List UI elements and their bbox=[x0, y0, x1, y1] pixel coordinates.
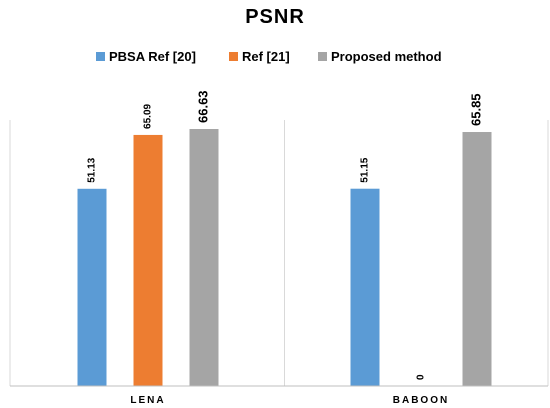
legend-swatch-2 bbox=[229, 52, 238, 61]
bar-lena-series-2 bbox=[133, 134, 163, 386]
data-label: 66.63 bbox=[195, 90, 210, 123]
plot-area: 51.13 51.15 65.09 0 66.63 65.85 LENA BABOON bbox=[9, 90, 549, 406]
bar-baboon-series-1 bbox=[350, 188, 380, 386]
bar-lena-series-1 bbox=[77, 188, 107, 386]
chart-legend: PBSA Ref [20] Ref [21] Proposed method bbox=[96, 49, 442, 64]
legend-label-2: Ref [21] bbox=[242, 49, 290, 64]
legend-label-1: PBSA Ref [20] bbox=[109, 49, 196, 64]
chart-title: PSNR bbox=[245, 6, 305, 28]
category-label-lena: LENA bbox=[130, 395, 165, 406]
data-label: 65.09 bbox=[143, 103, 154, 128]
category-label-baboon: BABOON bbox=[393, 395, 449, 406]
data-label: 65.85 bbox=[468, 93, 483, 126]
legend-swatch-3 bbox=[318, 52, 327, 61]
bar-lena-series-3 bbox=[189, 129, 219, 386]
data-label: 51.15 bbox=[360, 157, 371, 182]
data-label: 0 bbox=[416, 374, 427, 380]
data-label: 51.13 bbox=[87, 157, 98, 182]
legend-label-3: Proposed method bbox=[331, 49, 442, 64]
bar-baboon-series-3 bbox=[462, 132, 492, 386]
legend-swatch-1 bbox=[96, 52, 105, 61]
